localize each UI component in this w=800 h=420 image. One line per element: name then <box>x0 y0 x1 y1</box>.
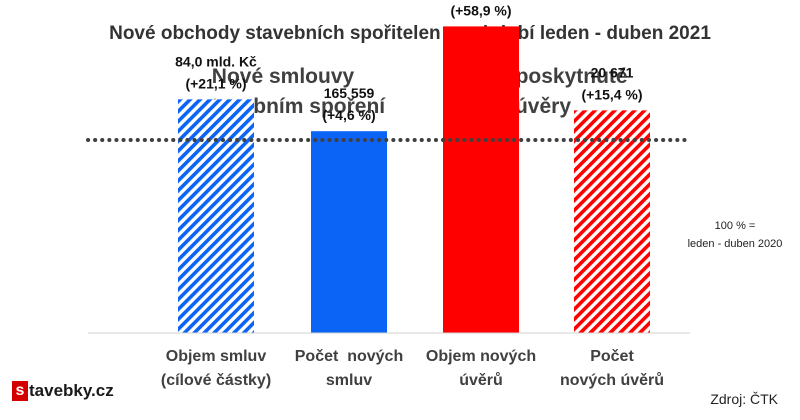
data-label-1-line-1: 84,0 mld. Kč <box>175 53 257 69</box>
brand-logo-text: tavebky.cz <box>29 381 114 400</box>
brand-logo: s tavebky.cz <box>12 381 114 401</box>
data-label-1-line-2: (+21,1 %) <box>185 75 246 91</box>
category-label-1-line-2: (cílové částky) <box>161 372 271 389</box>
bar-4 <box>574 110 650 333</box>
brand-logo-mark: s <box>12 381 28 401</box>
group-label-contracts-line-1: Nové smlouvy <box>212 65 355 88</box>
category-label-2-line-2: smluv <box>326 372 372 389</box>
source-note: Zdroj: ČTK <box>710 391 778 407</box>
labels-layer: 84,0 mld. Kč (+21,1 %) Objem smluv (cílové … <box>161 2 664 389</box>
category-label-2-line-1: Počet nových <box>295 348 403 365</box>
reference-label-line-1: 100 % = <box>715 220 756 232</box>
data-label-4-line-1: 20 671 <box>591 64 634 80</box>
reference-label-line-2: leden - duben 2020 <box>688 238 783 250</box>
bar-3 <box>443 26 519 333</box>
data-label-2-line-1: 165 559 <box>324 85 375 101</box>
category-label-4-line-1: Počet <box>590 348 634 365</box>
data-label-2-line-2: (+4,6 %) <box>322 107 375 123</box>
bar-2 <box>311 131 387 333</box>
chart-title: Nové obchody stavebních spořitelen za ob… <box>109 23 711 44</box>
data-label-4-line-2: (+15,4 %) <box>581 86 642 102</box>
bar-1 <box>178 99 254 333</box>
group-label-loans-line-2: úvěry <box>515 95 571 118</box>
bars-layer <box>178 26 650 333</box>
category-label-3-line-1: Objem nových <box>426 348 536 365</box>
data-label-3-line-2: (+58,9 %) <box>450 2 511 18</box>
category-label-3-line-2: úvěrů <box>459 372 503 389</box>
category-label-1-line-1: Objem smluv <box>166 348 267 365</box>
category-label-4-line-2: nových úvěrů <box>560 372 664 389</box>
